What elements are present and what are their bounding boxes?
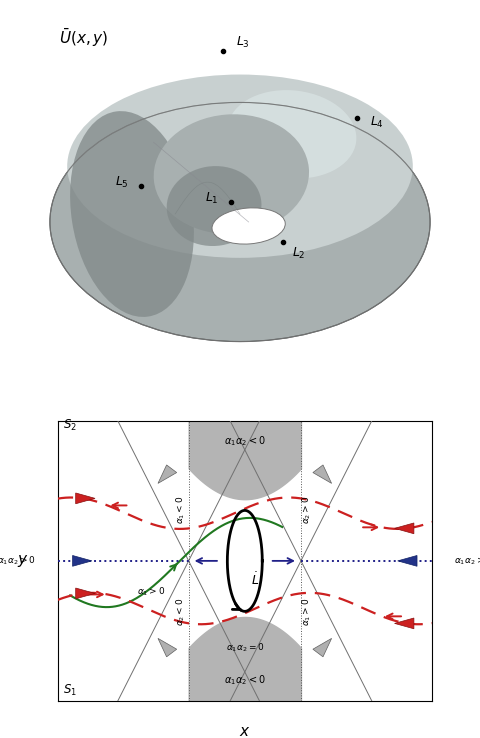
- Text: $\alpha_1{>}0$: $\alpha_1{>}0$: [137, 585, 166, 598]
- Text: $\alpha_1{<}0$: $\alpha_1{<}0$: [175, 496, 187, 525]
- Ellipse shape: [167, 166, 262, 246]
- Polygon shape: [395, 523, 414, 534]
- Text: $S_1$: $S_1$: [62, 683, 76, 698]
- Text: $\dot{L}$: $\dot{L}$: [251, 571, 259, 587]
- Ellipse shape: [50, 103, 430, 342]
- Polygon shape: [313, 465, 332, 483]
- Text: $x$: $x$: [239, 725, 251, 738]
- Polygon shape: [395, 618, 414, 629]
- Text: $\alpha_1{>}0$: $\alpha_1{>}0$: [301, 597, 313, 626]
- Ellipse shape: [70, 111, 194, 317]
- Ellipse shape: [154, 114, 309, 234]
- Text: $\alpha_1\alpha_2{=}0$: $\alpha_1\alpha_2{=}0$: [226, 641, 264, 654]
- Text: $y$: $y$: [17, 553, 29, 569]
- Polygon shape: [158, 638, 177, 657]
- Polygon shape: [76, 493, 95, 504]
- Text: $L_5$: $L_5$: [115, 175, 129, 190]
- Text: $\alpha_1\alpha_2{<}0$: $\alpha_1\alpha_2{<}0$: [224, 435, 265, 449]
- Text: $\alpha_1\alpha_2{<}0$: $\alpha_1\alpha_2{<}0$: [224, 673, 265, 687]
- Text: $L_2$: $L_2$: [292, 246, 305, 261]
- Ellipse shape: [67, 75, 413, 258]
- Text: $\alpha_2{<}0$: $\alpha_2{<}0$: [175, 597, 187, 626]
- Text: $\alpha_1\alpha_2{>}0$: $\alpha_1\alpha_2{>}0$: [0, 555, 36, 567]
- Ellipse shape: [212, 208, 285, 244]
- Text: $L_1$: $L_1$: [205, 190, 219, 206]
- Polygon shape: [313, 638, 332, 657]
- Text: $\alpha_1\alpha_2{>}0$: $\alpha_1\alpha_2{>}0$: [454, 555, 480, 567]
- Text: $\alpha_2{>}0$: $\alpha_2{>}0$: [301, 496, 313, 525]
- Text: $L_4$: $L_4$: [370, 115, 384, 130]
- Text: $L_3$: $L_3$: [236, 35, 250, 50]
- Polygon shape: [76, 588, 95, 599]
- Polygon shape: [72, 556, 92, 566]
- Text: $\bar{U}(x,y)$: $\bar{U}(x,y)$: [59, 27, 108, 49]
- Text: $S_2$: $S_2$: [62, 418, 76, 433]
- Ellipse shape: [228, 90, 356, 179]
- Polygon shape: [397, 556, 417, 566]
- Polygon shape: [158, 465, 177, 483]
